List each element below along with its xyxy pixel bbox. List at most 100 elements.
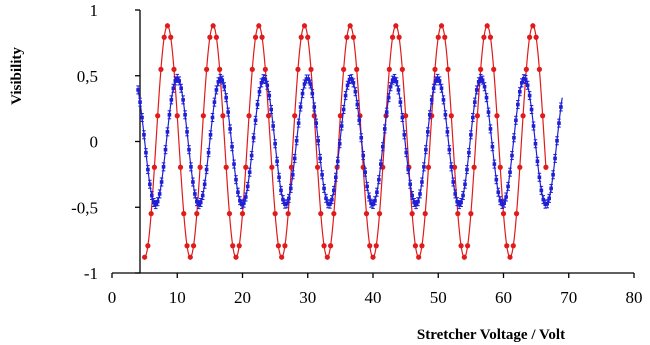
data-point [500,211,507,217]
data-point [236,243,242,249]
data-point [484,23,490,29]
data-point [539,185,544,195]
data-point [419,243,425,249]
data-point [230,142,234,152]
data-point [549,183,553,193]
data-point [399,66,405,72]
data-point [441,95,446,105]
data-point [257,87,262,97]
data-point [334,172,338,182]
data-point [210,113,215,123]
series-0 [142,23,549,260]
data-point [167,110,172,120]
data-point [521,74,526,84]
data-point [249,151,254,161]
data-point [429,95,434,105]
data-point [330,195,334,205]
data-point [432,66,438,72]
data-point [316,136,320,146]
series-layer [136,23,563,260]
data-point [443,110,448,120]
data-point [398,97,403,107]
data-point [251,133,256,143]
x-tick-label: 60 [495,288,512,307]
data-point [551,170,555,180]
data-point [181,95,185,105]
data-point [262,66,268,72]
y-tick-label: -1 [84,264,98,283]
data-point [379,159,383,169]
data-point [472,97,477,107]
data-point [161,162,166,172]
data-point [275,156,279,166]
data-point [165,127,170,137]
data-point [310,89,315,99]
data-point [233,254,239,260]
series-1 [136,73,563,210]
data-point [533,139,538,149]
data-point [370,254,376,260]
data-point [540,113,546,119]
data-point [158,66,164,72]
data-point [486,107,491,117]
data-point [341,66,347,72]
data-point [363,211,370,217]
data-point [292,153,297,163]
data-point [461,191,465,201]
data-point [533,34,539,40]
x-tick-label: 10 [169,288,186,307]
data-point [183,110,187,120]
data-point [159,177,164,187]
data-point [148,211,154,217]
data-point [247,167,252,177]
data-point [189,162,193,172]
data-point [224,93,228,103]
data-point [343,91,348,101]
data-point [523,66,529,72]
data-point [298,102,303,112]
data-point [394,77,399,87]
data-point [425,164,432,170]
data-point [435,34,441,40]
data-point [232,159,236,169]
x-tick-label: 70 [560,288,577,307]
data-point [365,181,369,191]
data-point [373,243,379,249]
data-point [187,254,193,260]
data-point [196,200,201,210]
data-point [490,142,495,152]
data-point [478,66,484,72]
data-point [527,34,533,40]
data-point [354,66,360,72]
data-point [380,142,385,152]
data-point [504,243,510,249]
data-point [465,243,471,249]
data-point [267,91,272,101]
data-point [491,66,497,72]
data-point [404,148,409,158]
data-point [359,133,364,143]
data-point [217,66,223,72]
data-point [314,164,321,170]
data-point [520,113,526,119]
data-point [363,167,367,177]
data-point [458,243,464,249]
data-point [322,183,326,193]
data-point [213,34,219,40]
data-point [513,211,520,217]
data-point [287,193,291,203]
data-point [442,34,448,40]
data-point [335,156,340,166]
data-point [288,164,295,170]
data-point [408,179,412,189]
data-point [243,164,249,170]
data-point [525,80,530,90]
data-point [518,87,522,97]
data-point [324,254,330,260]
data-point [337,139,342,149]
data-point [220,113,226,119]
data-point [347,75,352,85]
data-point [282,243,288,249]
data-point [377,175,381,185]
data-point [255,100,260,110]
